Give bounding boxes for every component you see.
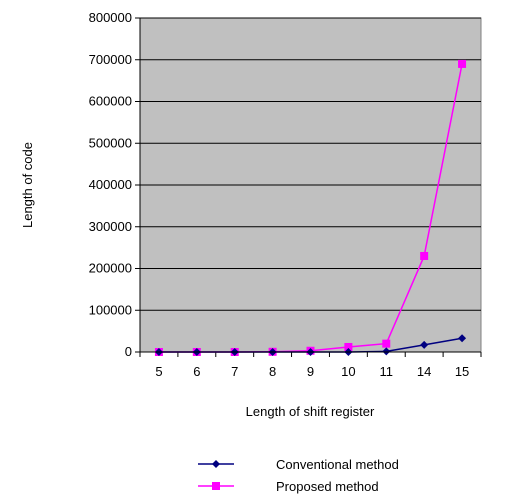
- y-axis-label: Length of code: [20, 142, 35, 228]
- x-tick-label: 14: [417, 364, 431, 379]
- gridlines: [140, 17, 481, 311]
- x-tick-label: 11: [380, 364, 394, 379]
- x-axis-ticks: 5 6 7 8 9 10 11 14 15: [139, 352, 482, 379]
- y-tick-label: 500000: [89, 135, 132, 150]
- y-tick-label: 400000: [89, 177, 132, 192]
- x-tick-label: 7: [231, 364, 238, 379]
- legend-marker: [212, 460, 220, 468]
- y-tick-label: 200000: [89, 261, 132, 276]
- y-tick-label: 0: [125, 344, 132, 359]
- x-tick-label: 10: [341, 364, 355, 379]
- y-tick-label: 700000: [89, 52, 132, 67]
- data-point: [458, 334, 467, 343]
- legend: Conventional method Proposed method: [198, 457, 399, 494]
- data-point: [420, 251, 429, 260]
- legend-label: Proposed method: [276, 479, 379, 494]
- y-axis-ticks: 0 100000 200000 300000 400000 500000 600000 700…: [89, 10, 140, 359]
- y-tick-label: 600000: [89, 94, 132, 109]
- y-tick-label: 100000: [89, 302, 132, 317]
- legend-label: Conventional method: [276, 457, 399, 472]
- y-tick-label: 800000: [89, 10, 132, 25]
- legend-marker: [212, 482, 220, 490]
- x-tick-label: 5: [155, 364, 162, 379]
- data-point: [458, 59, 467, 68]
- y-tick-label: 300000: [89, 219, 132, 234]
- x-axis-label: Length of shift register: [246, 404, 375, 419]
- x-tick-label: 15: [455, 364, 469, 379]
- x-tick-label: 6: [193, 364, 200, 379]
- x-tick-label: 8: [269, 364, 276, 379]
- data-point: [382, 339, 391, 348]
- data-point: [382, 347, 391, 356]
- x-tick-label: 9: [307, 364, 314, 379]
- data-point: [420, 340, 429, 349]
- data-point: [344, 342, 353, 351]
